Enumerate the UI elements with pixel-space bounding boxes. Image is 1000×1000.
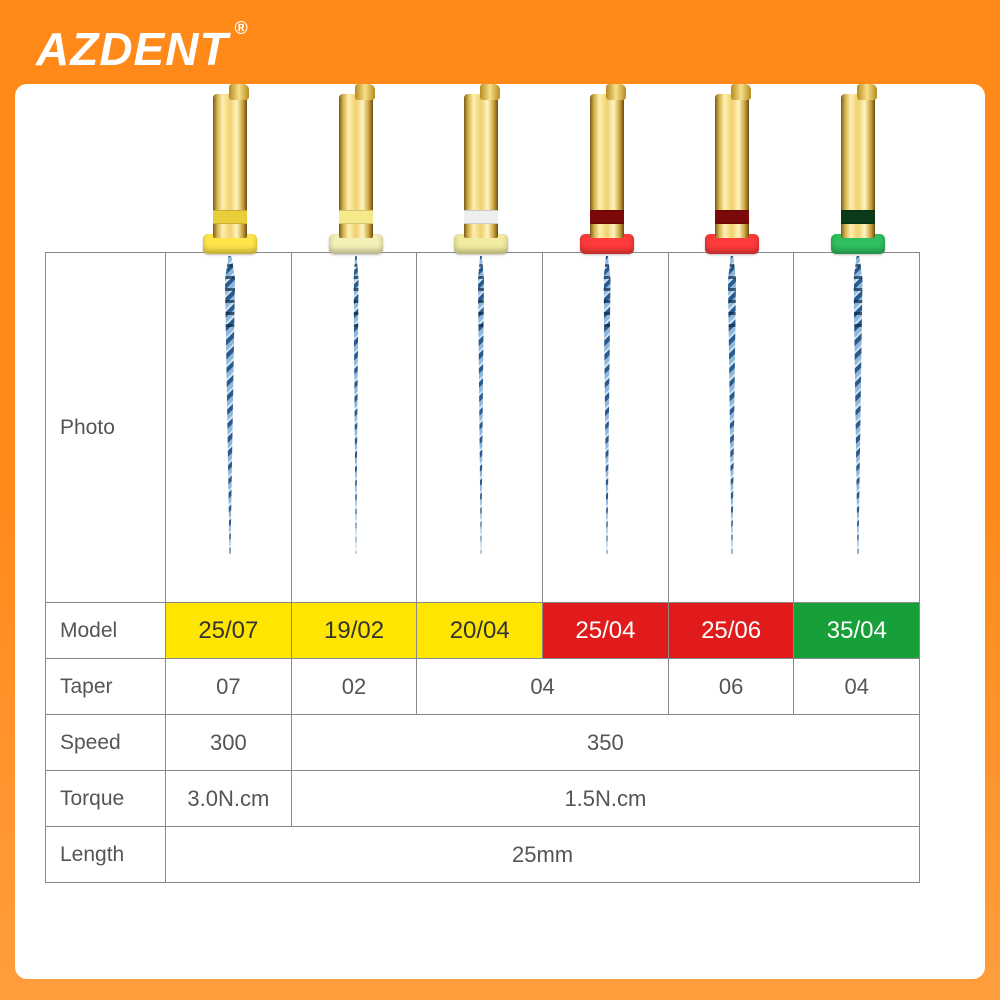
- hdr-length: Length: [46, 827, 166, 883]
- spec-table: Photo Model 25/0719/0220/0425/0425/0635/…: [45, 252, 920, 883]
- row-photo: Photo: [46, 253, 920, 603]
- photo-cell-3: [417, 253, 543, 603]
- file-id-band: [715, 210, 749, 224]
- photo-cell-5: [668, 253, 794, 603]
- file-stopper: [705, 234, 759, 254]
- content-panel: Photo Model 25/0719/0220/0425/0425/0635/…: [15, 84, 985, 979]
- file-shank: [715, 94, 749, 238]
- brand-text: AZDENT: [36, 23, 229, 75]
- taper-cell-3: 04: [417, 659, 668, 715]
- brand-logo: AZDENT ®: [36, 22, 229, 76]
- hdr-speed: Speed: [46, 715, 166, 771]
- file-id-band: [464, 210, 498, 224]
- file-shank: [590, 94, 624, 238]
- speed-cell-2: 350: [291, 715, 919, 771]
- file-shank: [339, 94, 373, 238]
- photo-cell-2: [291, 253, 417, 603]
- hdr-taper: Taper: [46, 659, 166, 715]
- model-cell-2: 19/02: [291, 603, 417, 659]
- taper-cell-5: 04: [794, 659, 920, 715]
- file-id-band: [339, 210, 373, 224]
- file-stopper: [580, 234, 634, 254]
- length-cell-1: 25mm: [166, 827, 920, 883]
- file-id-band: [590, 210, 624, 224]
- model-cell-1: 25/07: [166, 603, 292, 659]
- model-cell-6: 35/04: [794, 603, 920, 659]
- row-taper: Taper 0702040604: [46, 659, 920, 715]
- file-stopper: [329, 234, 383, 254]
- row-model: Model 25/0719/0220/0425/0425/0635/04: [46, 603, 920, 659]
- model-cell-3: 20/04: [417, 603, 543, 659]
- file-stopper: [831, 234, 885, 254]
- file-shank: [213, 94, 247, 238]
- registered-mark: ®: [234, 18, 248, 39]
- hdr-torque: Torque: [46, 771, 166, 827]
- taper-cell-1: 07: [166, 659, 292, 715]
- speed-cell-1: 300: [166, 715, 292, 771]
- model-cell-5: 25/06: [668, 603, 794, 659]
- file-shank: [841, 94, 875, 238]
- photo-cell-4: [543, 253, 669, 603]
- hdr-model: Model: [46, 603, 166, 659]
- file-id-band: [213, 210, 247, 224]
- taper-cell-2: 02: [291, 659, 417, 715]
- hdr-photo: Photo: [46, 253, 166, 603]
- file-stopper: [454, 234, 508, 254]
- file-stopper: [203, 234, 257, 254]
- photo-cell-1: [166, 253, 292, 603]
- taper-cell-4: 06: [668, 659, 794, 715]
- file-shank: [464, 94, 498, 238]
- file-id-band: [841, 210, 875, 224]
- row-length: Length 25mm: [46, 827, 920, 883]
- product-card-frame: AZDENT ® Photo Model 25: [0, 0, 1000, 1000]
- row-speed: Speed 300350: [46, 715, 920, 771]
- brand-bar: AZDENT ®: [14, 14, 986, 84]
- row-torque: Torque 3.0N.cm1.5N.cm: [46, 771, 920, 827]
- photo-cell-6: [794, 253, 920, 603]
- torque-cell-2: 1.5N.cm: [291, 771, 919, 827]
- torque-cell-1: 3.0N.cm: [166, 771, 292, 827]
- model-cell-4: 25/04: [543, 603, 669, 659]
